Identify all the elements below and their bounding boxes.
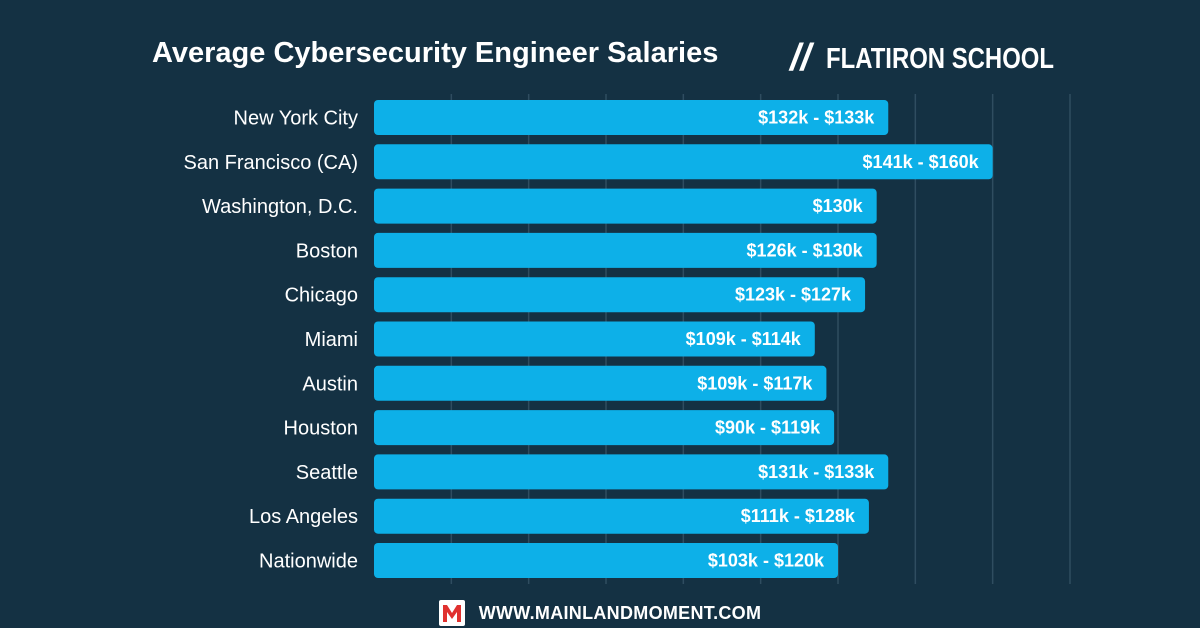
bar-data-label: $132k - $133k <box>758 108 875 128</box>
category-label: Boston <box>296 240 358 262</box>
salary-bar <box>374 232 877 268</box>
salary-bar <box>374 365 827 401</box>
footer: WWW.MAINLANDMOMENT.COM <box>0 598 1200 628</box>
salary-bar <box>374 100 889 135</box>
brand-name: FLATIRON SCHOOL <box>826 43 1054 75</box>
brand-mark: // <box>788 37 815 79</box>
bars: New York City $132k - $133k San Francisco … <box>184 100 993 578</box>
bar-data-label: $130k <box>813 196 864 216</box>
bar-data-label: $131k - $133k <box>758 462 875 482</box>
chart-title: Average Cybersecurity Engineer Salaries <box>152 37 718 69</box>
salary-bar <box>374 277 866 313</box>
category-label: Nationwide <box>259 551 358 573</box>
bar-data-label: $123k - $127k <box>735 285 852 305</box>
category-label: Los Angeles <box>249 506 358 528</box>
bar-data-label: $109k - $117k <box>697 373 813 393</box>
salary-bar <box>374 188 877 224</box>
category-label: New York City <box>234 108 359 130</box>
category-label: Miami <box>305 329 358 351</box>
bar-data-label: $126k - $130k <box>747 240 864 260</box>
salary-bar <box>374 410 835 446</box>
category-label: Austin <box>302 373 358 395</box>
bar-data-label: $111k - $128k <box>741 506 856 526</box>
site-url[interactable]: WWW.MAINLANDMOMENT.COM <box>478 602 762 623</box>
site-logo <box>438 600 465 626</box>
category-label: Chicago <box>285 285 358 307</box>
category-label: San Francisco (CA) <box>184 152 359 174</box>
salary-bar <box>374 321 815 357</box>
bar-data-label: $103k - $120k <box>708 551 825 571</box>
salary-bar <box>374 144 993 180</box>
salary-bar <box>374 543 838 578</box>
salary-bar <box>374 498 869 534</box>
salary-bar <box>374 454 889 490</box>
bar-data-label: $109k - $114k <box>686 329 802 349</box>
bar-data-label: $90k - $119k <box>715 418 821 438</box>
bar-data-label: $141k - $160k <box>863 152 980 172</box>
m-logo-icon <box>442 605 461 622</box>
category-label: Washington, D.C. <box>202 196 358 218</box>
category-label: Houston <box>284 418 359 440</box>
category-label: Seattle <box>296 462 358 484</box>
